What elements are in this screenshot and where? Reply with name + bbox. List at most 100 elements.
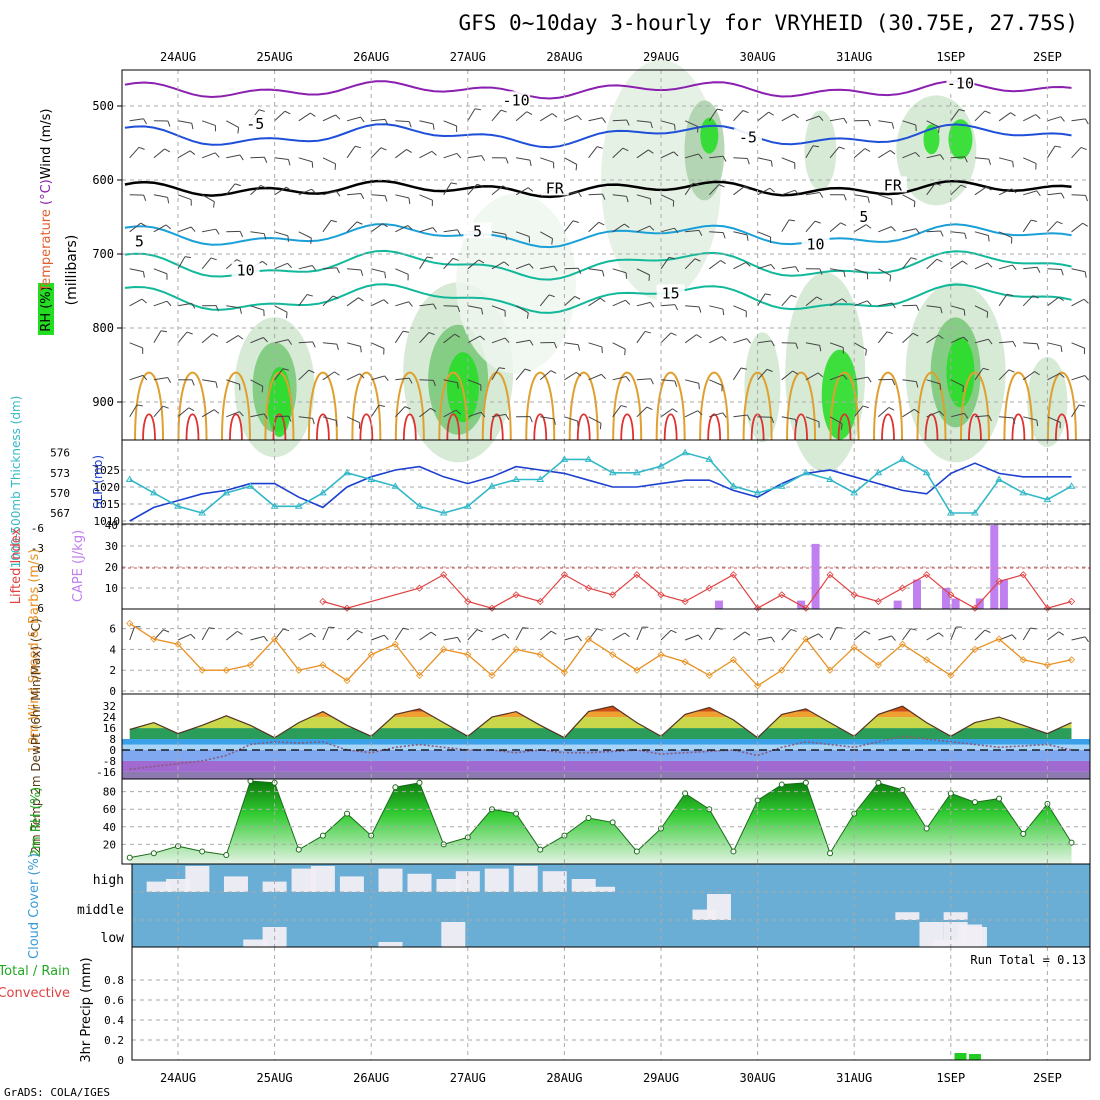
thickness-marker [463, 502, 472, 509]
wind-barb [588, 193, 603, 196]
wind-barb [274, 339, 289, 344]
temp-tick-label: 8 [109, 733, 116, 746]
wind-barb [926, 230, 941, 233]
wind-barb [322, 190, 337, 196]
wind-barb-flag [190, 226, 196, 232]
wind-barb-flag [215, 305, 219, 312]
lifted-index-marker [778, 591, 786, 599]
wind-barb [878, 226, 892, 233]
wind-barb [709, 379, 723, 386]
wind-barb [370, 342, 385, 349]
wind-speed-marker [1019, 656, 1027, 664]
wind-barb [1047, 416, 1061, 423]
rh-marker [1068, 839, 1075, 846]
cloud-panel: high middle low Cloud Cover (%) [27, 853, 1091, 959]
wind-barb [322, 157, 336, 165]
temp-tick-label: -16 [96, 766, 116, 779]
wind-barb-flag [1012, 161, 1014, 168]
wind-barb-flag [237, 335, 244, 340]
wind-barb-flag [812, 145, 820, 148]
wind-speed-marker [198, 666, 206, 674]
dewpoint-line [129, 735, 1072, 770]
top-date-label: 24AUG [160, 50, 196, 64]
wind-barb [226, 305, 241, 309]
wind-barb-flag [601, 374, 606, 380]
wind-barb [588, 342, 603, 348]
thickness-marker [1043, 495, 1052, 503]
wind-barb [781, 266, 796, 270]
cloud-layer-label: low [101, 931, 125, 946]
thickness-tick-label: 576 [50, 447, 70, 460]
lifted-index-marker [609, 591, 617, 599]
wind-barb [395, 268, 409, 275]
temperature-contour-hot [402, 413, 417, 441]
rh-marker [971, 799, 978, 806]
wind-barb [950, 156, 965, 159]
wind-barb [877, 331, 888, 344]
wind-barb-flag [912, 332, 919, 337]
cape-bar [714, 600, 723, 609]
slp-axis-label: SLP (mb) [91, 455, 105, 509]
wind-speed-marker [560, 668, 568, 676]
wind-barb [926, 120, 940, 128]
wind-barb [201, 333, 214, 344]
wind-barb [515, 231, 530, 237]
wind-barb [950, 412, 965, 418]
wind-barb [153, 330, 162, 344]
wind-barb [926, 305, 941, 308]
wind-barb [974, 262, 988, 270]
wind-barb-flag [430, 631, 437, 637]
wind-barb-flag [212, 333, 219, 337]
wind-barb-flag [625, 299, 631, 305]
wind-barb [1023, 190, 1037, 196]
rh-shading [267, 367, 292, 437]
lifted-index-marker [440, 571, 448, 579]
wind-speed-marker [947, 671, 955, 679]
lifted-index-marker [657, 591, 665, 599]
wind-barb [564, 416, 578, 422]
wind-barb-flag [476, 183, 483, 187]
wind-barb [684, 334, 697, 344]
wind-barb-flag [890, 226, 896, 232]
lifted-index-marker [488, 604, 496, 612]
wind-barb [153, 194, 168, 198]
thickness-marker [826, 475, 834, 482]
contour-label-bg [849, 208, 878, 225]
wind-barb [950, 626, 957, 641]
contour-label-bg [878, 176, 907, 193]
wind-barb [419, 194, 433, 201]
cloud-cell [291, 868, 316, 892]
contour-label: -10 [947, 74, 974, 92]
wind-barb-flag [1056, 221, 1063, 225]
wind-barb [829, 416, 843, 425]
wind-barb [1022, 219, 1032, 233]
wind-barb [636, 194, 651, 200]
wind-barb-flag [624, 349, 626, 356]
wind-barb-flag [1036, 267, 1041, 273]
thickness-marker [632, 468, 641, 476]
wind-barb-flag [162, 405, 169, 409]
wind-barb [829, 117, 844, 122]
wind-barb [853, 224, 867, 233]
thickness-marker [415, 502, 424, 509]
temperature-contour-warm [829, 371, 860, 441]
wind-barb-flag [311, 188, 317, 194]
wind-barb [129, 146, 140, 159]
wind-barb [201, 409, 215, 418]
wind-barb-flag [914, 408, 920, 414]
wind-barb-flag [142, 375, 148, 381]
wind-barb-flag [1008, 369, 1015, 373]
wind-barb [443, 120, 457, 127]
wind-barb-flag [818, 633, 824, 639]
wind-barb [902, 228, 917, 233]
wind-barb-flag [263, 233, 267, 240]
wind-barb-flag [433, 380, 436, 387]
wind-barb [757, 111, 769, 122]
rh-marker [199, 848, 206, 855]
wind-barb-flag [408, 377, 413, 384]
wind-barb-flag [982, 367, 989, 371]
wind-barb-flag [1084, 271, 1087, 278]
wind-barb-flag [551, 113, 558, 118]
temp-line [129, 705, 1072, 739]
wind-barb-flag [817, 372, 824, 378]
